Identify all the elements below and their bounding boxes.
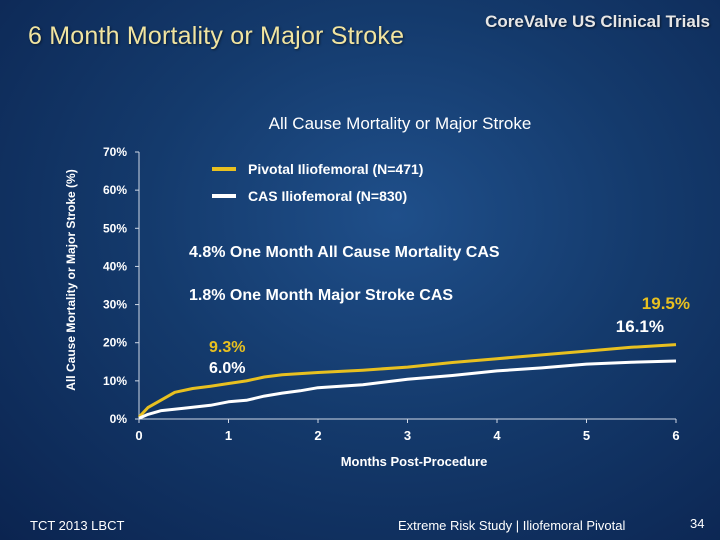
legend: Pivotal Iliofemoral (N=471) CAS Iliofemor… (212, 161, 423, 204)
x-tick-label: 3 (404, 428, 411, 443)
annotation-3: 6.0% (209, 360, 245, 377)
y-tick-label: 70% (103, 145, 127, 159)
series-line-0 (137, 343, 677, 419)
y-tick-label: 0% (110, 412, 128, 426)
x-axis-label: Months Post-Procedure (341, 454, 488, 469)
legend-label-1: CAS Iliofemoral (N=830) (248, 188, 407, 204)
legend-label-0: Pivotal Iliofemoral (N=471) (248, 161, 423, 177)
brand-logo-text: CoreValve US Clinical Trials (485, 12, 710, 31)
x-tick-label: 6 (672, 428, 679, 443)
y-axis-label: All Cause Mortality or Major Stroke (%) (64, 169, 78, 390)
y-tick-label: 50% (103, 221, 127, 235)
y-tick-label: 60% (103, 183, 127, 197)
y-tick-label: 30% (103, 298, 127, 312)
series-line-1 (138, 359, 677, 420)
x-tick-label: 2 (314, 428, 321, 443)
page-number: 34 (690, 516, 705, 531)
x-tick-group: 0 1 2 3 4 5 6 (135, 419, 680, 443)
annotation-4: 19.5% (642, 294, 690, 313)
x-tick-label: 5 (583, 428, 590, 443)
annotation-0: 4.8% One Month All Cause Mortality CAS (189, 244, 500, 261)
series-lines (137, 343, 677, 420)
annotation-2: 9.3% (209, 339, 245, 356)
annotations: 4.8% One Month All Cause Mortality CAS 1.… (189, 244, 690, 377)
y-tick-label: 40% (103, 259, 127, 273)
annotation-5: 16.1% (616, 317, 664, 336)
y-tick-label: 10% (103, 374, 127, 388)
x-tick-label: 0 (135, 428, 142, 443)
x-tick-label: 4 (493, 428, 501, 443)
chart-title: All Cause Mortality or Major Stroke (269, 114, 532, 133)
x-tick-label: 1 (225, 428, 232, 443)
footer-conference: TCT 2013 LBCT (30, 518, 125, 533)
slide-title: 6 Month Mortality or Major Stroke (28, 22, 405, 50)
footer-study: Extreme Risk Study | Iliofemoral Pivotal (398, 518, 626, 533)
annotation-1: 1.8% One Month Major Stroke CAS (189, 287, 453, 304)
y-tick-label: 20% (103, 336, 127, 350)
y-tick-group: 0% 10% 20% 30% 40% 50% 60% 70% (103, 145, 139, 426)
